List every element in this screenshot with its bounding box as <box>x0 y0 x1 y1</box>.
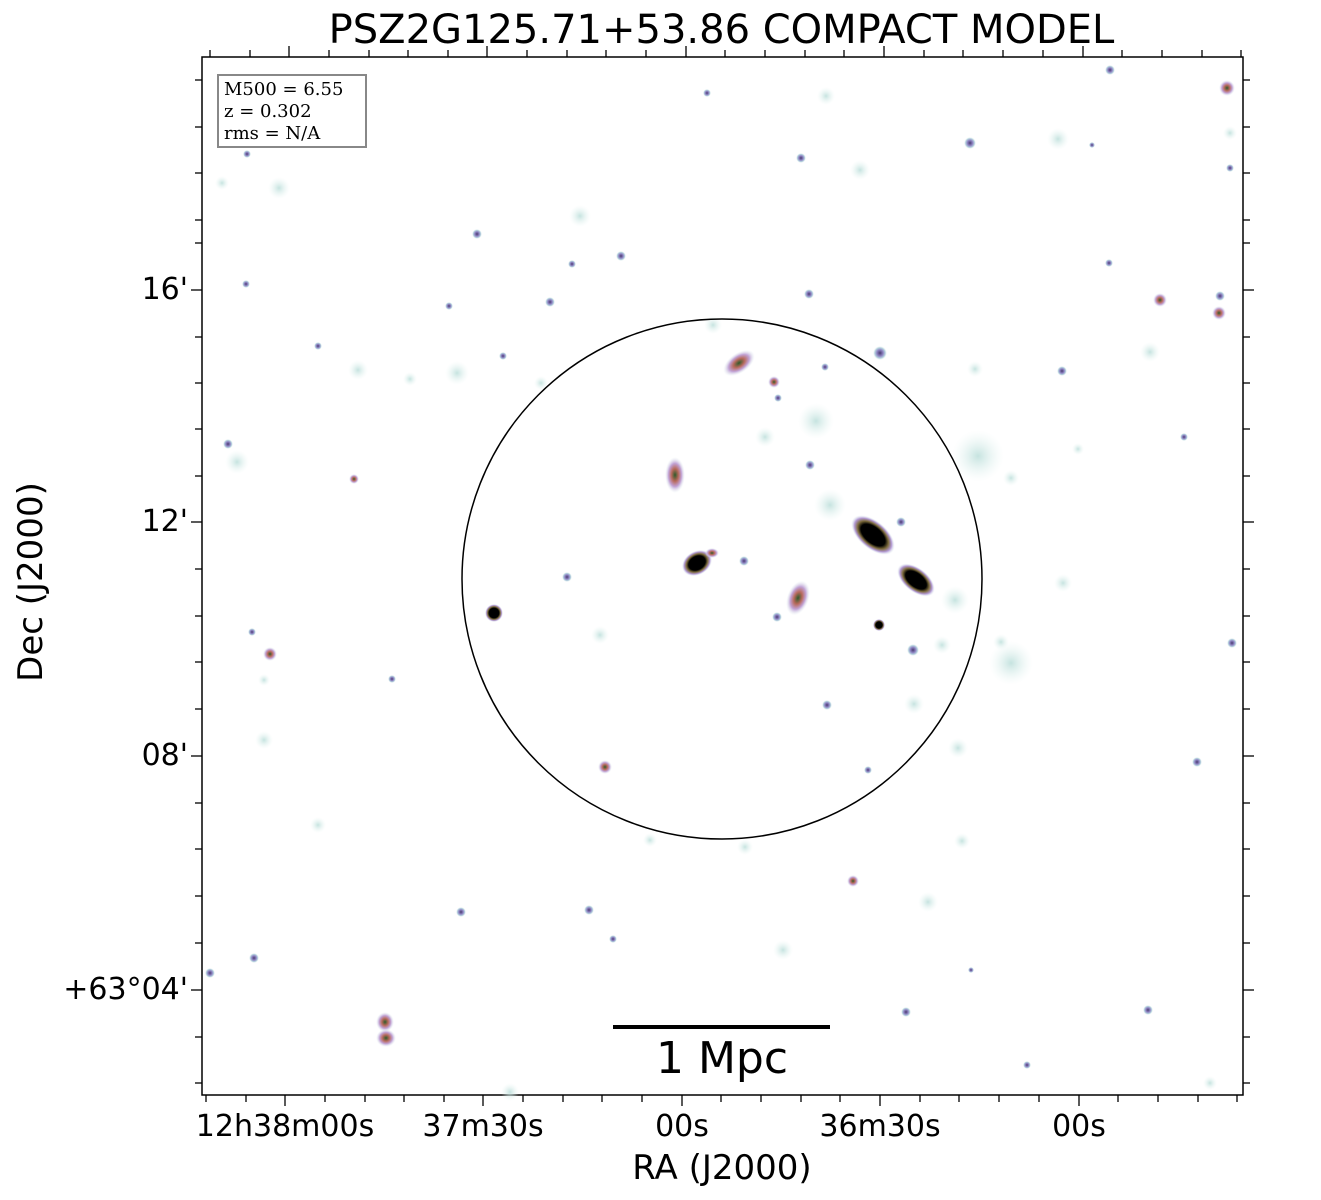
figure-title: PSZ2G125.71+53.86 COMPACT MODEL <box>328 7 1115 53</box>
redshift-label: z = 0.302 <box>224 101 312 122</box>
point-sources <box>205 65 1237 1069</box>
y-tick-label: 08' <box>141 738 188 773</box>
y-tick-label: +63°04' <box>63 972 188 1007</box>
x-tick-label: 00s <box>1052 1109 1106 1144</box>
x-tick-label: 37m30s <box>422 1109 544 1144</box>
extended-sources <box>376 349 935 1047</box>
plot-frame <box>201 56 1244 1096</box>
rms-label: rms = N/A <box>224 123 321 144</box>
x-tick-label: 36m30s <box>819 1109 941 1144</box>
info-box: M500 = 6.55 z = 0.302 rms = N/A <box>217 74 367 148</box>
y-tick-label: 12' <box>141 504 188 539</box>
scale-bar-label: 1 Mpc <box>655 1033 789 1084</box>
x-tick-label: 12h38m00s <box>195 1109 375 1144</box>
cluster-aperture-circle <box>461 318 983 840</box>
x-tick-label: 00s <box>655 1109 709 1144</box>
x-axis-label: RA (J2000) <box>632 1148 812 1188</box>
y-axis-label: Dec (J2000) <box>11 482 51 682</box>
faint-sources <box>215 87 1237 1101</box>
y-tick-label: 16' <box>141 272 188 307</box>
mass-label: M500 = 6.55 <box>224 79 344 100</box>
axis-ticks <box>191 46 1254 1106</box>
